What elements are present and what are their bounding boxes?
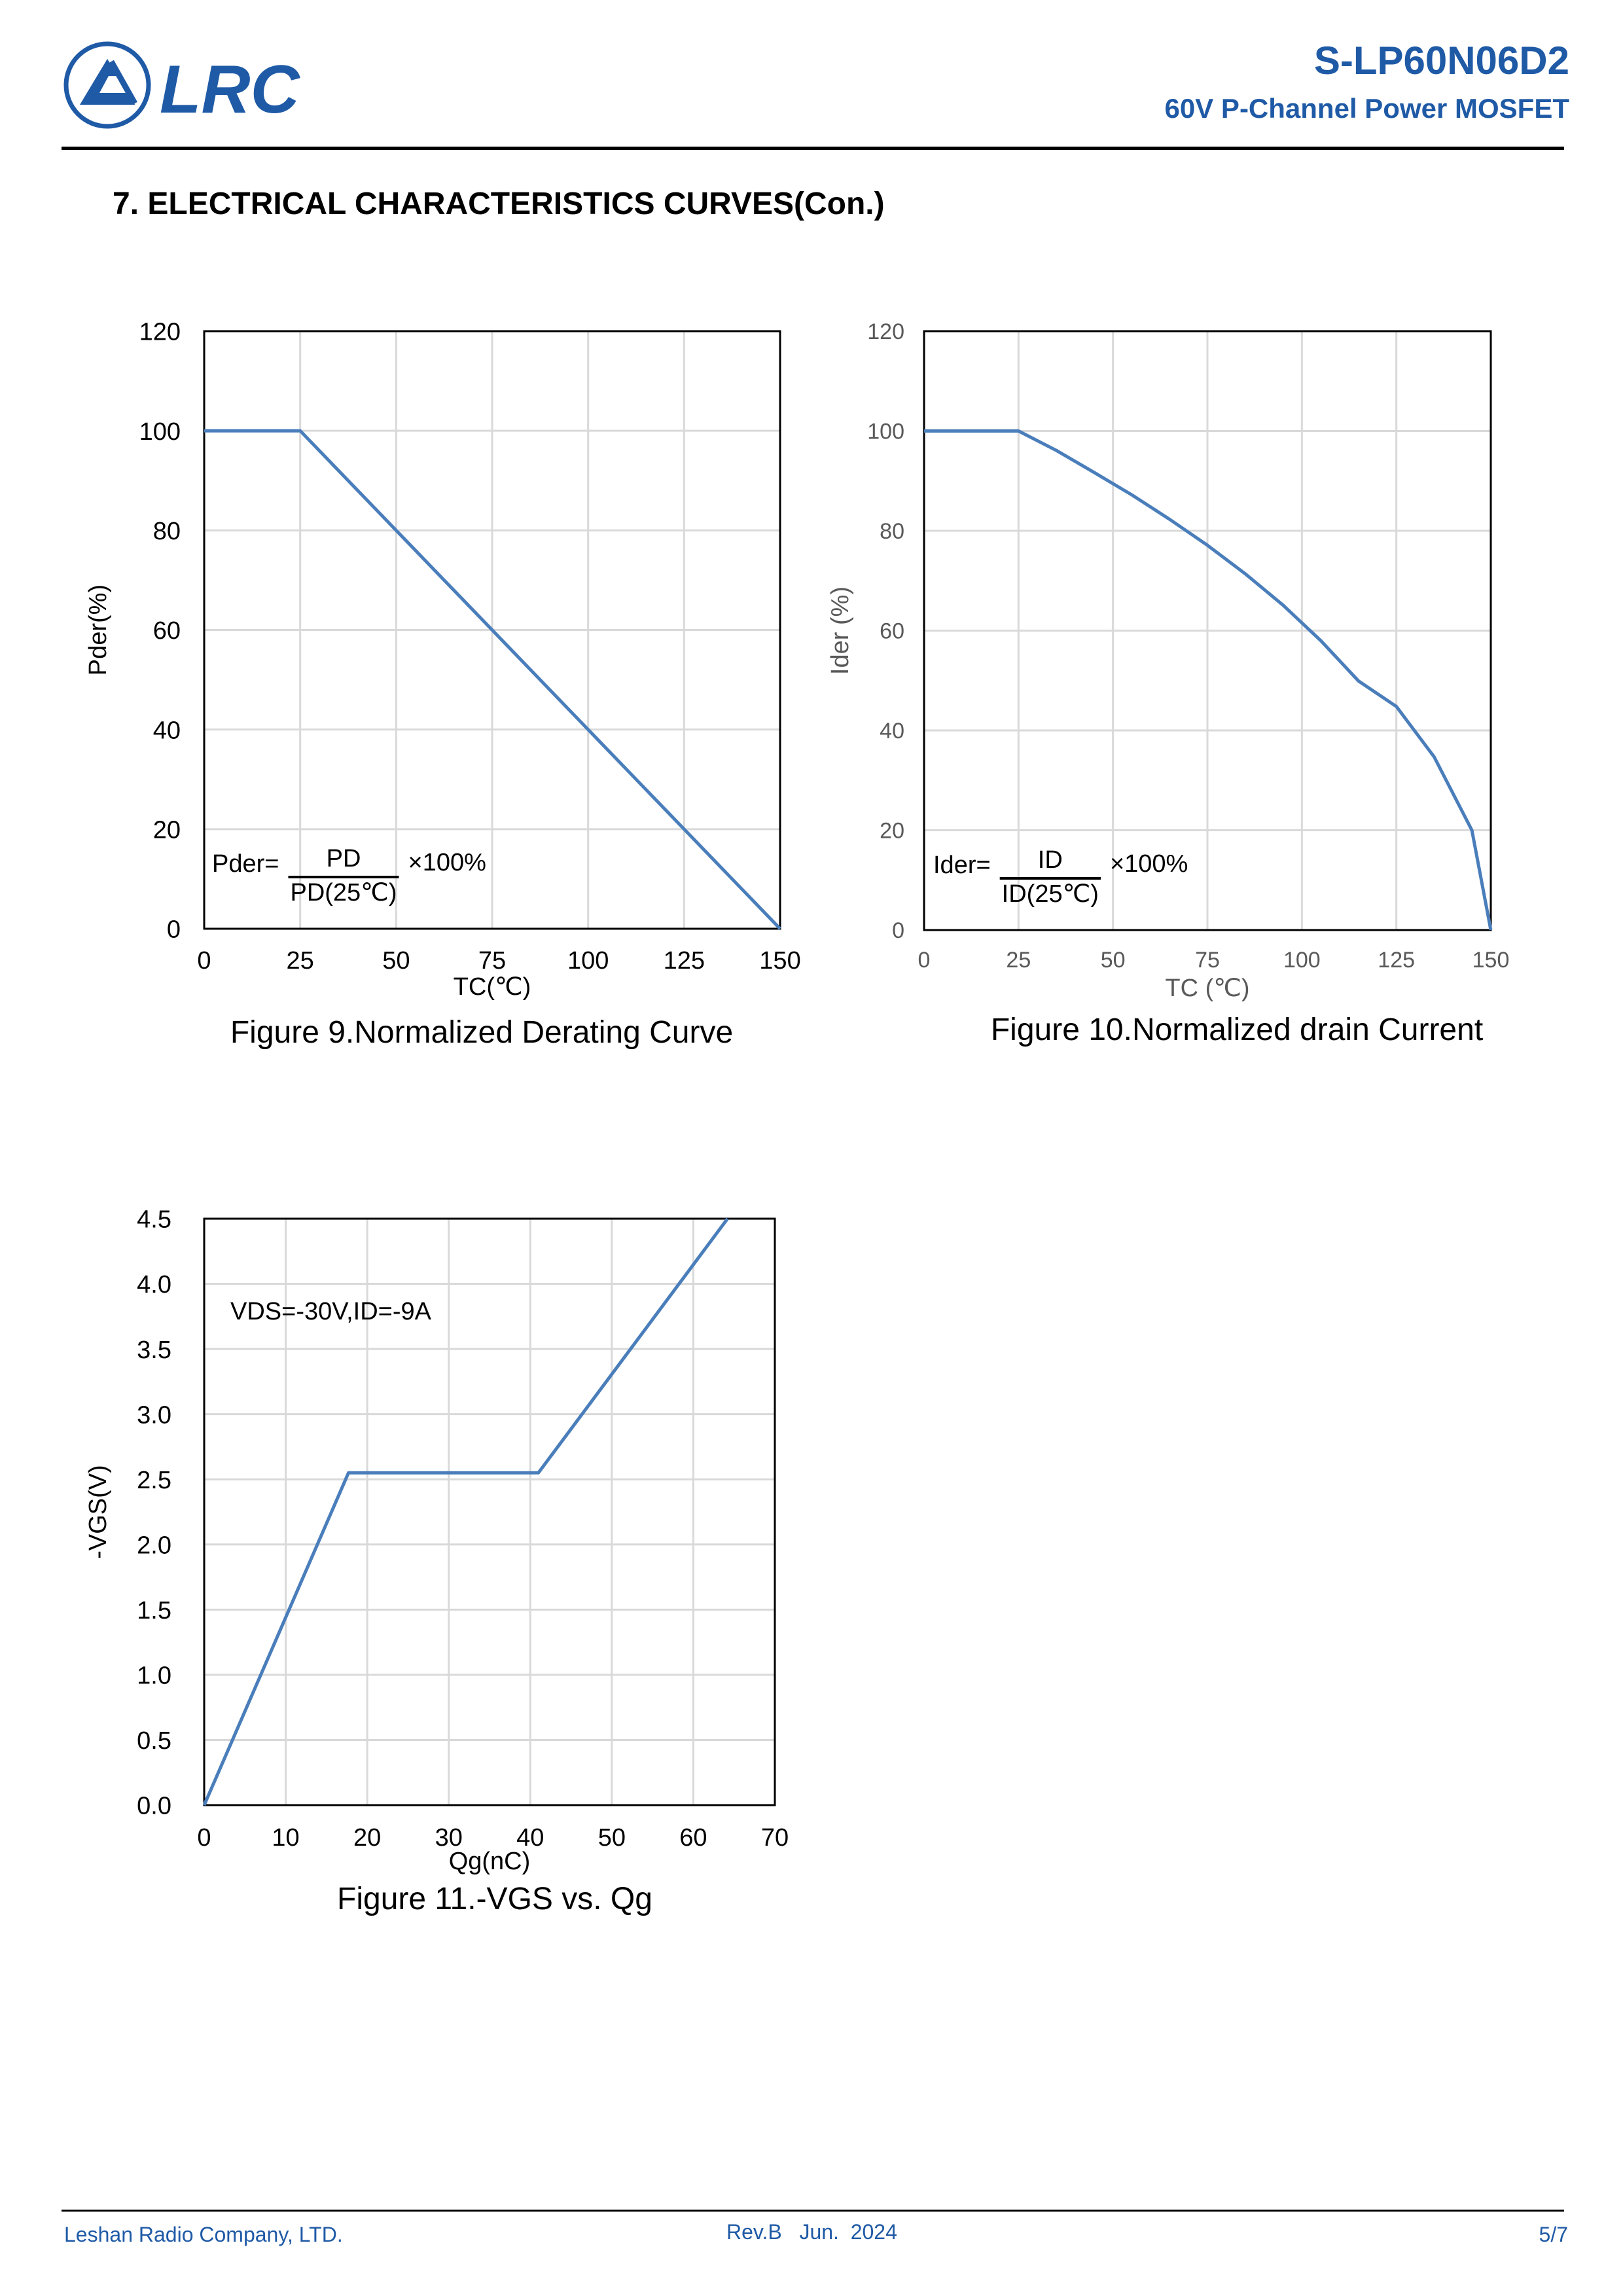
caption-fig9: Figure 9.Normalized Derating Curve <box>230 1015 734 1050</box>
x-axis-label: TC (℃) <box>1165 975 1249 1002</box>
x-tick-label: 30 <box>435 1824 463 1852</box>
test-condition-annotation: VDS=-30V,ID=-9A <box>230 1298 432 1325</box>
chart-fig11-svg: 0 10 20 30 40 50 60 70 0.0 0.5 1.0 1.5 2.0 2.5 3.0 3.5 4… <box>84 1206 789 1875</box>
formula-numerator: ID <box>1038 846 1063 874</box>
y-tick-label: 3.5 <box>137 1336 171 1364</box>
y-tick-label: 3.0 <box>137 1401 171 1429</box>
y-tick-label: 2.5 <box>137 1467 171 1494</box>
series-line <box>202 1217 729 1806</box>
plot-frame <box>923 330 1492 931</box>
formula-rhs: ×100% <box>408 849 486 876</box>
formula-denominator: ID(25℃) <box>1002 880 1099 908</box>
y-tick-label: 0.0 <box>137 1793 171 1820</box>
y-tick-label: 20 <box>880 819 904 844</box>
formula-lhs: Pder= <box>212 850 279 878</box>
header-divider <box>62 147 1564 150</box>
formula-numerator: PD <box>327 845 361 872</box>
y-axis-label: Ider (%) <box>827 586 854 675</box>
caption-fig11: Figure 11.-VGS vs. Qg <box>337 1882 652 1916</box>
gridlines <box>204 331 780 929</box>
x-tick-label: 25 <box>1006 948 1031 973</box>
x-tick-label: 50 <box>1101 948 1126 973</box>
y-tick-label: 100 <box>867 420 904 444</box>
y-tick-label: 60 <box>153 617 181 645</box>
y-tick-label: 1.5 <box>137 1597 171 1624</box>
section-title: 7. ELECTRICAL CHARACTERISTICS CURVES(Con… <box>113 187 885 221</box>
y-axis-label: -VGS(V) <box>84 1465 112 1559</box>
y-tick-label: 40 <box>153 717 181 744</box>
x-tick-label: 0 <box>197 1824 211 1852</box>
document-subtitle: 60V P-Channel Power MOSFET <box>1164 93 1569 124</box>
formula-lhs: Ider= <box>933 852 991 879</box>
x-tick-label: 100 <box>1283 948 1321 973</box>
x-tick-label: 125 <box>1378 948 1415 973</box>
y-tick-label: 60 <box>880 619 904 644</box>
x-tick-label: 150 <box>1472 948 1510 973</box>
plot-frame <box>203 330 781 930</box>
x-axis-label: TC(℃) <box>454 973 531 1001</box>
y-tick-label: 0 <box>892 918 904 943</box>
y-axis-label: Pder(%) <box>84 584 112 675</box>
y-tick-label: 120 <box>139 319 181 346</box>
y-tick-label: 40 <box>880 719 904 744</box>
x-axis-label: Qg(nC) <box>449 1848 531 1875</box>
y-tick-label: 0 <box>167 916 181 944</box>
part-number: S-LP60N06D2 <box>1313 39 1569 82</box>
series-line <box>924 429 1493 931</box>
y-tick-label: 1.0 <box>137 1662 171 1690</box>
y-tick-label: 100 <box>139 418 181 446</box>
x-tick-label: 50 <box>598 1824 626 1852</box>
x-tick-label: 0 <box>918 948 931 973</box>
x-tick-label: 10 <box>272 1824 299 1852</box>
chart-fig10-svg: 0 25 50 75 100 125 150 0 20 40 60 80 100 120 TC (℃) Ide… <box>827 319 1510 1002</box>
footer-company: Leshan Radio Company, LTD. <box>64 2223 343 2246</box>
formula-denominator: PD(25℃) <box>290 879 397 906</box>
y-tick-label: 4.0 <box>137 1271 171 1299</box>
y-tick-label: 0.5 <box>137 1727 171 1755</box>
x-tick-label: 40 <box>516 1824 544 1852</box>
plot-frame <box>203 1217 776 1806</box>
caption-fig10: Figure 10.Normalized drain Current <box>990 1013 1484 1047</box>
x-tick-label: 0 <box>197 947 211 975</box>
y-tick-label: 20 <box>153 817 181 844</box>
footer-revision: Rev.B Jun. 2024 <box>726 2220 897 2244</box>
x-tick-label: 125 <box>664 947 705 975</box>
y-tick-label: 2.0 <box>137 1532 171 1559</box>
gridlines <box>924 331 1491 930</box>
company-logo: LRC <box>62 39 323 131</box>
x-tick-label: 60 <box>679 1824 707 1852</box>
y-tick-label: 80 <box>153 518 181 545</box>
series-line <box>204 429 781 930</box>
chart-fig9-svg: 0 25 50 75 100 125 150 0 20 40 60 80 100 120 TC(℃) Pder… <box>84 319 801 1001</box>
x-tick-label: 150 <box>759 947 800 975</box>
gridlines <box>204 1219 775 1805</box>
chart-fig9-derating: 0 25 50 75 100 125 150 0 20 40 60 80 100 120 TC(℃) Pder… <box>65 301 851 1008</box>
x-tick-label: 100 <box>567 947 609 975</box>
x-tick-label: 75 <box>1195 948 1220 973</box>
logo-text: LRC <box>160 52 301 128</box>
chart-fig11-vgs-qg: 0 10 20 30 40 50 60 70 0.0 0.5 1.0 1.5 2.0 2.5 3.0 3.5 4… <box>65 1185 851 1878</box>
footer-divider <box>62 2210 1564 2212</box>
x-tick-label: 50 <box>382 947 410 975</box>
x-tick-label: 75 <box>478 947 506 975</box>
y-tick-label: 4.5 <box>137 1206 171 1234</box>
x-tick-label: 70 <box>761 1824 789 1852</box>
footer-page-number: 5/7 <box>1539 2223 1568 2246</box>
chart-fig10-drain-current: 0 25 50 75 100 125 150 0 20 40 60 80 100 120 TC (℃) Ide… <box>812 301 1571 1008</box>
x-tick-label: 20 <box>353 1824 381 1852</box>
x-tick-label: 25 <box>287 947 314 975</box>
formula-rhs: ×100% <box>1110 850 1188 878</box>
y-tick-label: 80 <box>880 519 904 544</box>
y-tick-label: 120 <box>867 319 904 344</box>
